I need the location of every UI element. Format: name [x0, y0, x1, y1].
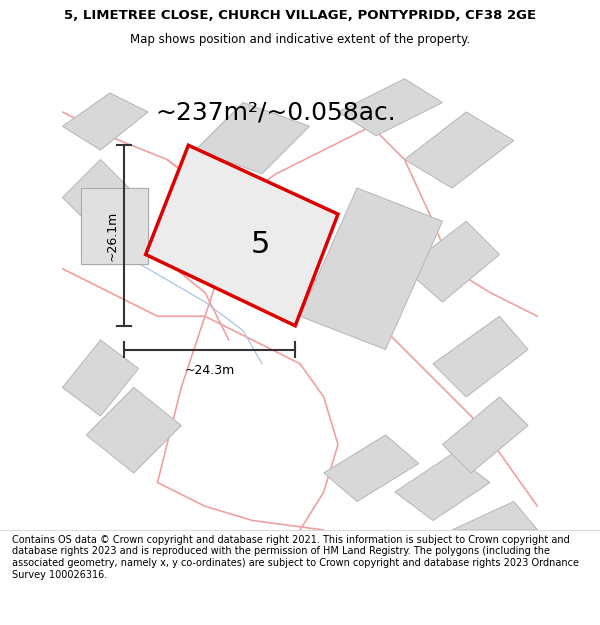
Polygon shape — [404, 221, 499, 302]
Text: ~24.3m: ~24.3m — [185, 364, 235, 378]
Polygon shape — [62, 93, 148, 150]
Polygon shape — [82, 188, 148, 264]
Text: 5: 5 — [251, 230, 271, 259]
Polygon shape — [146, 145, 338, 326]
Polygon shape — [62, 340, 139, 416]
Polygon shape — [196, 102, 310, 174]
Polygon shape — [324, 435, 419, 501]
Text: ~26.1m: ~26.1m — [106, 211, 119, 261]
Polygon shape — [62, 159, 129, 226]
Polygon shape — [443, 397, 528, 473]
Polygon shape — [433, 316, 528, 397]
Text: ~237m²/~0.058ac.: ~237m²/~0.058ac. — [156, 100, 397, 124]
Polygon shape — [452, 501, 538, 530]
Text: Contains OS data © Crown copyright and database right 2021. This information is : Contains OS data © Crown copyright and d… — [12, 535, 579, 579]
Text: Map shows position and indicative extent of the property.: Map shows position and indicative extent… — [130, 33, 470, 46]
Polygon shape — [338, 79, 443, 136]
Polygon shape — [300, 188, 443, 349]
Polygon shape — [395, 454, 490, 521]
Polygon shape — [82, 188, 148, 264]
Polygon shape — [404, 112, 514, 188]
Polygon shape — [86, 388, 181, 473]
Text: 5, LIMETREE CLOSE, CHURCH VILLAGE, PONTYPRIDD, CF38 2GE: 5, LIMETREE CLOSE, CHURCH VILLAGE, PONTY… — [64, 9, 536, 22]
